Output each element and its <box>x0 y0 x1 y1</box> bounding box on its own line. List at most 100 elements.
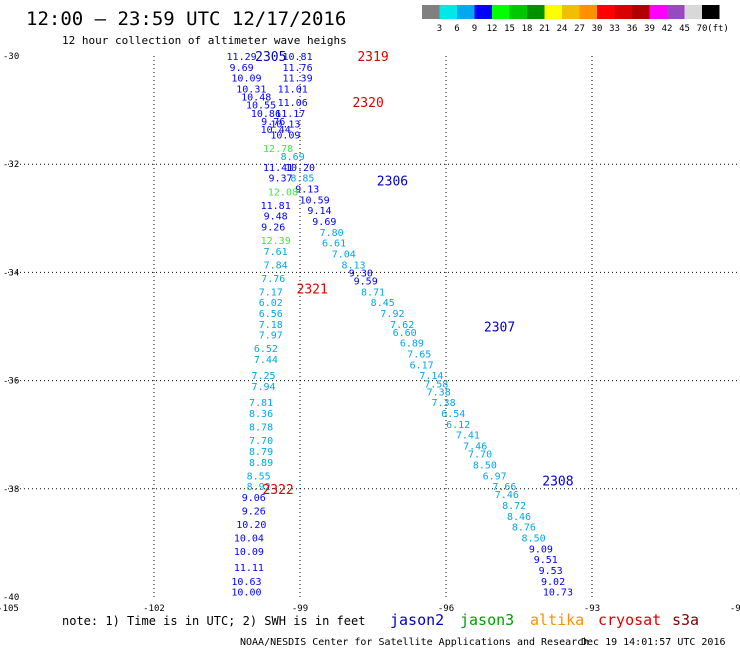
satellite-legend: jason2 jason3 altika cryosat s3a <box>390 611 699 629</box>
x-tick-label: -99 <box>292 604 308 614</box>
colorbar-label: 15 <box>504 24 515 34</box>
colorbar-label: 33 <box>609 24 620 34</box>
wave-height-point: 11.06 <box>278 98 308 109</box>
pass-number-label: 2319 <box>357 50 388 65</box>
legend-altika: altika <box>530 611 584 629</box>
wave-height-point: 9.51 <box>534 555 558 566</box>
wave-height-point: 8.89 <box>249 458 273 469</box>
colorbar-swatch <box>649 5 667 19</box>
wave-height-point: 9.09 <box>529 544 553 555</box>
wave-height-point: 9.76 <box>261 117 285 128</box>
wave-height-point: 7.80 <box>320 228 344 239</box>
wave-height-point: 10.09 <box>270 130 300 141</box>
axis-ticks: -105 -102 -99 -96 -93 -90 -30 -32 -34 -36 -38 -40 <box>0 52 740 614</box>
wave-height-point: 7.17 <box>259 287 283 298</box>
wave-height-point: 9.26 <box>261 222 285 233</box>
footer-credit: NOAA/NESDIS Center for Satellite Applica… <box>240 637 589 648</box>
footer-timestamp: Dec 19 14:01:57 UTC 2016 <box>581 637 726 648</box>
x-tick-label: -102 <box>143 604 165 614</box>
legend-cryosat: cryosat <box>598 611 661 629</box>
pass-labels: 2305 2319 2320 2306 2321 2307 2308 2322 <box>255 50 573 498</box>
wave-height-point: 7.44 <box>254 355 278 366</box>
colorbar-swatch <box>579 5 597 19</box>
colorbar-label: 6 <box>454 24 459 34</box>
wave-height-point: 8.85 <box>290 174 314 185</box>
wave-height-point: 9.26 <box>242 506 266 517</box>
colorbar: 3 6 9 12 15 18 21 24 27 30 33 36 39 42 45 70 (ft) <box>422 5 729 34</box>
colorbar-swatch <box>614 5 632 19</box>
wave-height-point: 10.55 <box>246 101 276 112</box>
wave-height-point: 7.14 <box>419 371 443 382</box>
pass-number-label: 2321 <box>297 283 328 298</box>
wave-height-point: 11.29 <box>227 52 257 63</box>
wave-height-point: 7.76 <box>261 274 285 285</box>
wave-height-point: 12.08 <box>268 187 298 198</box>
wave-height-point: 10.73 <box>543 588 573 599</box>
legend-jason3: jason3 <box>460 611 514 629</box>
x-tick-label: -96 <box>438 604 454 614</box>
wave-height-point: 9.06 <box>242 493 266 504</box>
wave-height-point: 6.60 <box>393 328 417 339</box>
wave-height-point: 9.48 <box>264 212 288 223</box>
wave-height-point: 9.14 <box>307 206 331 217</box>
colorbar-label: 36 <box>627 24 638 34</box>
wave-height-point: 7.46 <box>495 490 519 501</box>
wave-height-point: 6.12 <box>446 420 470 431</box>
pass-number-label: 2322 <box>262 483 293 498</box>
wave-height-point: 8.13 <box>341 260 365 271</box>
wave-height-point: 7.62 <box>390 320 414 331</box>
wave-height-point: 12.39 <box>261 236 291 247</box>
grid <box>8 56 738 597</box>
colorbar-swatch <box>632 5 650 19</box>
wave-height-point: 9.69 <box>230 63 254 74</box>
pass-number-label: 2307 <box>484 321 515 336</box>
colorbar-swatch <box>597 5 615 19</box>
wave-height-point: 7.94 <box>251 382 275 393</box>
wave-height-point: 11.39 <box>283 74 313 85</box>
wave-height-point: 8.76 <box>512 523 536 534</box>
colorbar-swatch <box>422 5 440 19</box>
colorbar-swatch <box>509 5 527 19</box>
wave-height-point: 8.78 <box>249 423 273 434</box>
wave-height-point: 11.76 <box>283 63 313 74</box>
y-tick-label: -36 <box>3 377 19 387</box>
colorbar-label: 12 <box>487 24 498 34</box>
colorbar-label: 42 <box>662 24 673 34</box>
colorbar-label: 18 <box>522 24 533 34</box>
legend-s3a: s3a <box>672 611 699 629</box>
colorbar-label: 3 <box>437 24 442 34</box>
chart-title: 12:00 – 23:59 UTC 12/17/2016 <box>26 8 346 30</box>
wave-height-point: 7.70 <box>249 436 273 447</box>
wave-height-point: 8.55 <box>247 471 271 482</box>
wave-height-point: 8.72 <box>502 501 526 512</box>
wave-height-point: 6.54 <box>441 409 465 420</box>
wave-height-point: 10.09 <box>234 547 264 558</box>
wave-height-point: 12.78 <box>263 144 293 155</box>
wave-height-point: 8.69 <box>281 152 305 163</box>
colorbar-swatch <box>544 5 562 19</box>
colorbar-label: 45 <box>679 24 690 34</box>
footer-note: note: 1) Time is in UTC; 2) SWH is in fe… <box>62 614 365 628</box>
wave-height-point: 6.97 <box>483 471 507 482</box>
wave-height-point: 11.01 <box>278 84 308 95</box>
wave-height-point: 7.38 <box>432 398 456 409</box>
pass-number-label: 2306 <box>377 174 408 189</box>
wave-height-point: 11.11 <box>234 563 264 574</box>
wave-height-point: 10.13 <box>270 120 300 131</box>
x-tick-label: -93 <box>584 604 600 614</box>
colorbar-label: 9 <box>472 24 477 34</box>
wave-height-point: 9.37 <box>268 174 292 185</box>
colorbar-swatch <box>492 5 510 19</box>
wave-height-point: 7.92 <box>380 309 404 320</box>
wave-height-point: 7.04 <box>332 249 356 260</box>
colorbar-label: 30 <box>592 24 603 34</box>
colorbar-label: 27 <box>574 24 585 34</box>
wave-height-point: 8.46 <box>507 512 531 523</box>
wave-height-point: 10.86 <box>251 109 281 120</box>
wave-height-point: 6.89 <box>400 339 424 350</box>
wave-height-point: 7.58 <box>424 379 448 390</box>
wave-height-point: 7.61 <box>264 247 288 258</box>
wave-height-point: 10.63 <box>231 577 261 588</box>
colorbar-unit: (ft) <box>707 24 729 34</box>
wave-height-point: 6.52 <box>254 344 278 355</box>
